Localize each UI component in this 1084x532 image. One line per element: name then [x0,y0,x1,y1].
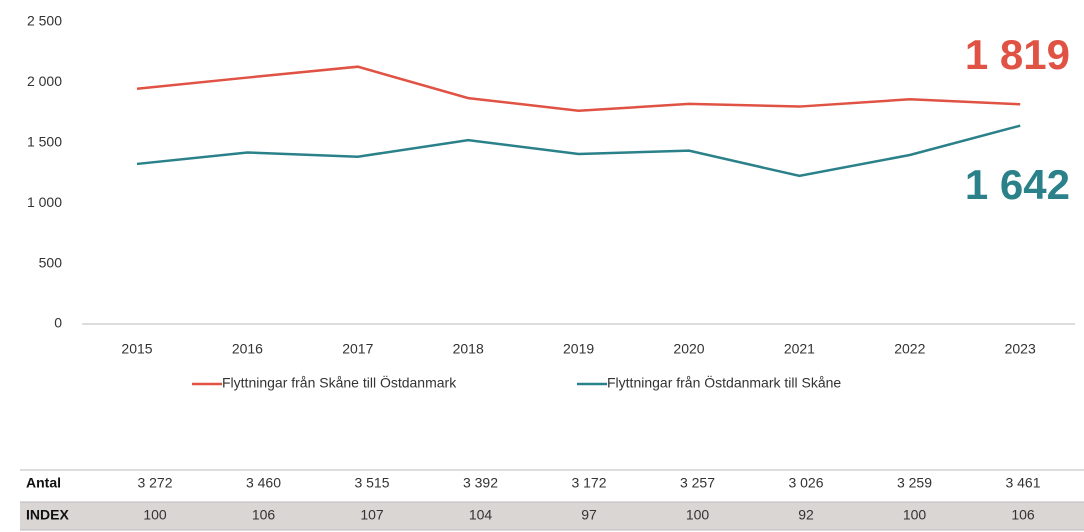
x-tick-label: 2020 [673,341,704,357]
table-cell: 3 461 [1005,475,1040,491]
table-cell: 92 [798,507,814,523]
legend-label: Flyttningar från Skåne till Östdanmark [222,374,457,391]
x-tick-label: 2019 [563,341,594,357]
y-tick-label: 1 500 [27,134,62,150]
x-tick-label: 2023 [1005,341,1036,357]
table-cell: 3 392 [463,475,498,491]
table-row-bg [20,502,1084,530]
table-cell: 3 257 [680,475,715,491]
x-tick-label: 2021 [784,341,815,357]
table-cell: 3 026 [788,475,823,491]
table-cell: 3 515 [354,475,389,491]
line-series [136,124,1021,178]
x-tick-label: 2015 [121,341,152,357]
x-tick-label: 2017 [342,341,373,357]
x-tick-label: 2018 [453,341,484,357]
x-tick-label: 2022 [894,341,925,357]
table-cell: 106 [252,507,276,523]
table-cell: 100 [686,507,710,523]
end-value-label: 1 642 [965,161,1070,208]
table-row-label: INDEX [26,507,69,523]
table-cell: 97 [581,507,597,523]
table-cell: 3 259 [897,475,932,491]
y-tick-label: 0 [54,315,62,331]
table-cell: 104 [469,507,493,523]
table-row-label: Antal [26,475,61,491]
end-value-label: 1 819 [965,31,1070,78]
y-tick-label: 1 000 [27,194,62,210]
line-series [136,65,1021,113]
table-cell: 100 [143,507,167,523]
table-cell: 3 172 [571,475,606,491]
table-cell: 100 [903,507,927,523]
y-tick-label: 2 500 [27,13,62,29]
table-cell: 3 272 [137,475,172,491]
y-tick-label: 500 [39,254,63,270]
x-tick-label: 2016 [232,341,263,357]
legend-label: Flyttningar från Östdanmark till Skåne [607,374,841,391]
y-tick-label: 2 000 [27,73,62,89]
table-cell: 106 [1011,507,1035,523]
table-cell: 107 [360,507,384,523]
table-cell: 3 460 [246,475,281,491]
